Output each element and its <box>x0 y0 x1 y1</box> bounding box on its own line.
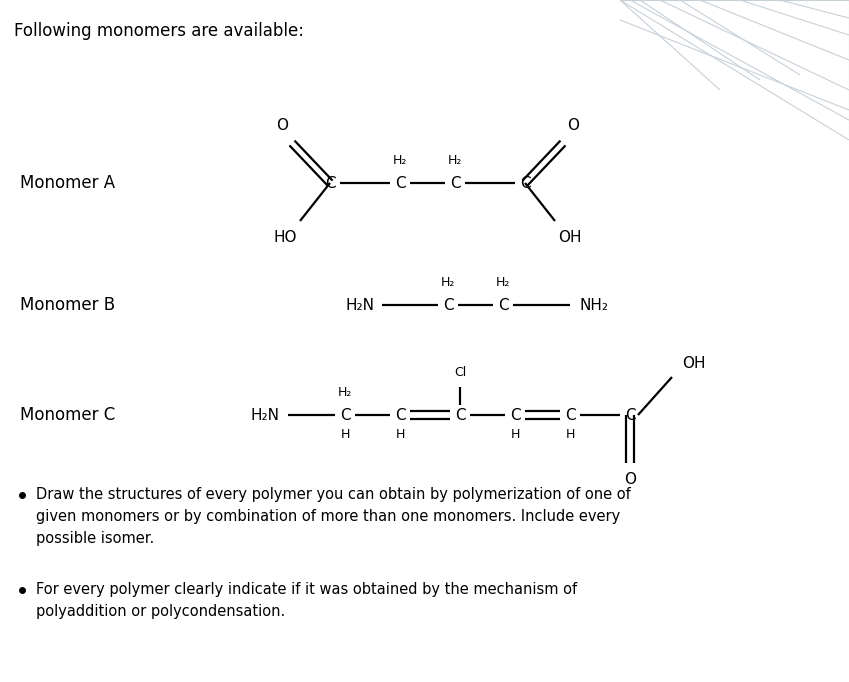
Text: NH₂: NH₂ <box>580 297 609 312</box>
Text: H₂: H₂ <box>393 155 408 168</box>
Text: H: H <box>396 428 405 441</box>
Text: H: H <box>340 428 350 441</box>
Text: C: C <box>395 408 405 423</box>
Text: Monomer A: Monomer A <box>20 174 115 192</box>
Text: C: C <box>442 297 453 312</box>
Text: H: H <box>510 428 520 441</box>
Text: H₂: H₂ <box>447 155 462 168</box>
Text: Monomer C: Monomer C <box>20 406 115 424</box>
Text: O: O <box>276 117 288 132</box>
Text: C: C <box>324 175 335 190</box>
Text: Cl: Cl <box>454 366 466 379</box>
Text: H₂: H₂ <box>441 276 455 289</box>
Text: O: O <box>567 117 579 132</box>
Text: C: C <box>450 175 460 190</box>
Text: H: H <box>565 428 575 441</box>
Text: C: C <box>498 297 509 312</box>
Text: C: C <box>395 175 405 190</box>
Text: Monomer B: Monomer B <box>20 296 115 314</box>
Text: C: C <box>625 408 635 423</box>
Text: OH: OH <box>682 355 706 370</box>
Text: C: C <box>455 408 465 423</box>
Text: C: C <box>509 408 520 423</box>
Text: O: O <box>624 471 636 486</box>
Text: C: C <box>340 408 351 423</box>
Text: For every polymer clearly indicate if it was obtained by the mechanism of
polyad: For every polymer clearly indicate if it… <box>36 582 577 619</box>
Text: Following monomers are available:: Following monomers are available: <box>14 22 304 40</box>
Text: H₂N: H₂N <box>346 297 375 312</box>
Text: OH: OH <box>559 231 582 246</box>
Text: Draw the structures of every polymer you can obtain by polymerization of one of
: Draw the structures of every polymer you… <box>36 487 631 546</box>
Text: H₂: H₂ <box>496 276 510 289</box>
Text: C: C <box>520 175 531 190</box>
Text: C: C <box>565 408 576 423</box>
Text: H₂: H₂ <box>338 387 352 400</box>
Text: H₂N: H₂N <box>251 408 280 423</box>
Text: HO: HO <box>273 231 297 246</box>
